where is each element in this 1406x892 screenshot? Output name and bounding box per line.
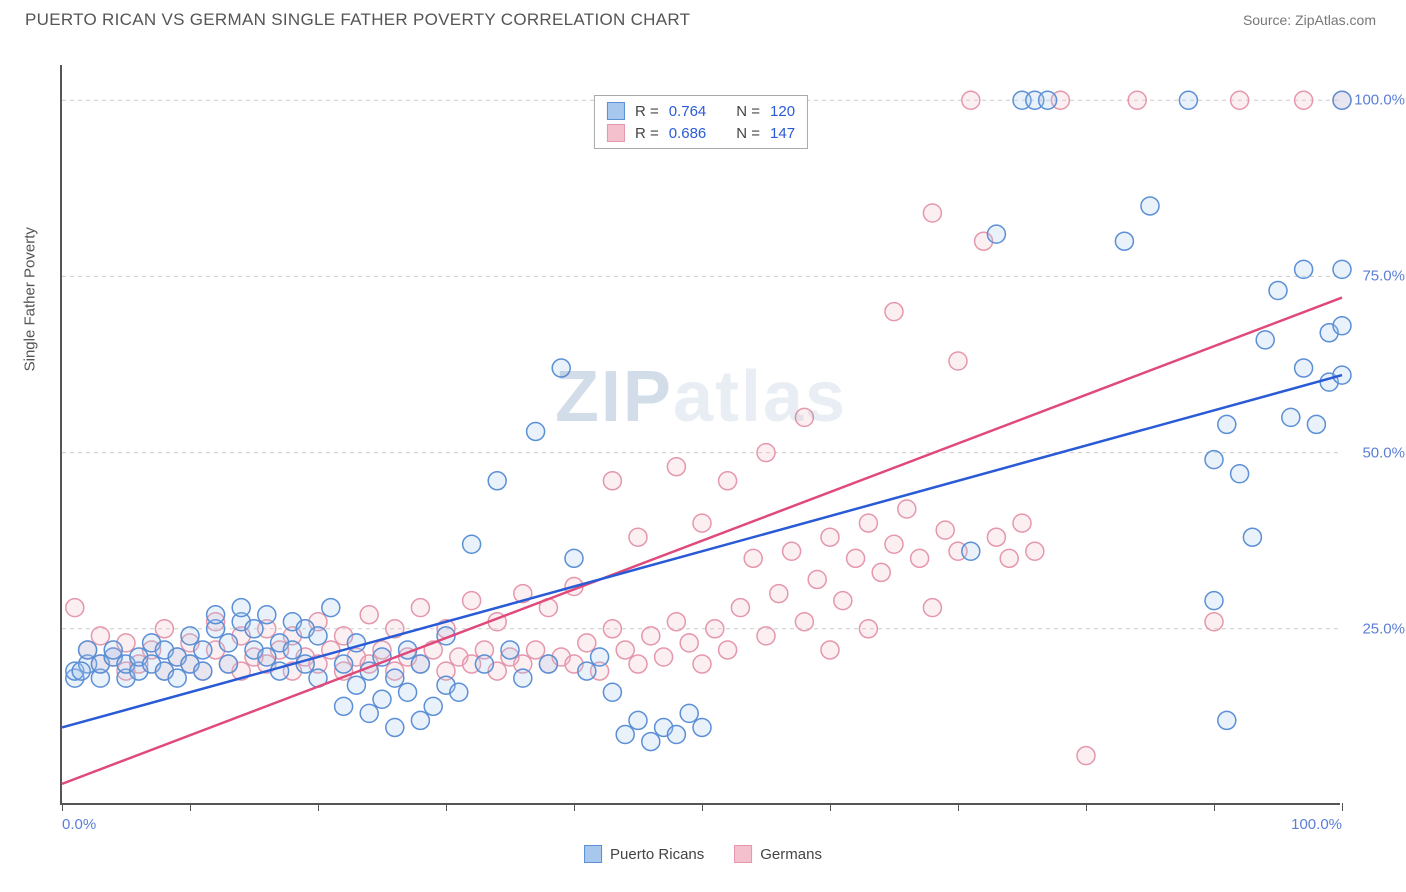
n-value-2: 147 [770, 125, 795, 142]
y-tick-label: 25.0% [1362, 620, 1405, 637]
x-tick [574, 803, 575, 811]
chart-title: PUERTO RICAN VS GERMAN SINGLE FATHER POV… [25, 10, 690, 30]
r-label-1: R = [635, 103, 659, 120]
source-attribution: Source: ZipAtlas.com [1243, 12, 1376, 28]
x-tick [446, 803, 447, 811]
legend-item-2: Germans [734, 845, 822, 863]
stats-row-1: R = 0.764 N = 120 [607, 100, 795, 122]
source-name: ZipAtlas.com [1295, 12, 1376, 28]
x-tick [318, 803, 319, 811]
x-tick [1086, 803, 1087, 811]
swatch-series1 [607, 102, 625, 120]
n-label-2: N = [736, 125, 760, 142]
y-tick-label: 50.0% [1362, 444, 1405, 461]
chart-container: Single Father Poverty ZIPatlas R = 0.764… [0, 35, 1406, 875]
r-value-2: 0.686 [669, 125, 707, 142]
bottom-legend: Puerto Ricans Germans [584, 845, 822, 863]
y-tick-label: 75.0% [1362, 268, 1405, 285]
legend-label-1: Puerto Ricans [610, 846, 704, 863]
chart-header: PUERTO RICAN VS GERMAN SINGLE FATHER POV… [0, 0, 1406, 35]
x-tick [702, 803, 703, 811]
x-tick [1214, 803, 1215, 811]
source-prefix: Source: [1243, 12, 1295, 28]
r-value-1: 0.764 [669, 103, 707, 120]
stats-row-2: R = 0.686 N = 147 [607, 122, 795, 144]
y-tick-label: 100.0% [1354, 92, 1405, 109]
x-tick [958, 803, 959, 811]
x-tick [62, 803, 63, 811]
x-tick-label: 0.0% [62, 816, 96, 833]
x-tick [190, 803, 191, 811]
x-tick-label: 100.0% [1291, 816, 1342, 833]
legend-swatch-1 [584, 845, 602, 863]
legend-item-1: Puerto Ricans [584, 845, 704, 863]
plot-area: ZIPatlas R = 0.764 N = 120 R = 0.686 N =… [60, 65, 1340, 805]
r-label-2: R = [635, 125, 659, 142]
x-tick [830, 803, 831, 811]
n-label-1: N = [736, 103, 760, 120]
y-axis-title: Single Father Poverty [22, 227, 39, 371]
stats-legend-box: R = 0.764 N = 120 R = 0.686 N = 147 [594, 95, 808, 149]
legend-swatch-2 [734, 845, 752, 863]
legend-label-2: Germans [760, 846, 822, 863]
x-tick [1342, 803, 1343, 811]
swatch-series2 [607, 124, 625, 142]
n-value-1: 120 [770, 103, 795, 120]
scatter-plot-svg [62, 65, 1340, 803]
